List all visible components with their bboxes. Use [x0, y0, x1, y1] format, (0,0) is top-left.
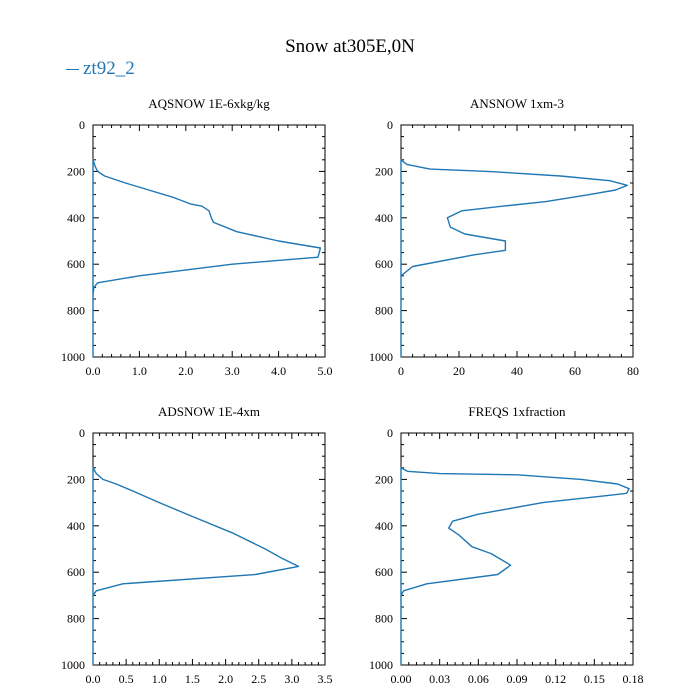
- y-tick-label: 600: [67, 565, 85, 579]
- y-tick-label: 0: [79, 118, 85, 132]
- x-tick-label: 0.00: [391, 672, 412, 686]
- x-tick-label: 40: [511, 364, 523, 378]
- plot-frame: [400, 432, 634, 666]
- chart-title: ADSNOW 1E-4xm: [158, 404, 260, 419]
- y-tick-label: 0: [387, 118, 393, 132]
- plot-frame: [92, 124, 326, 358]
- y-tick-label: 0: [79, 426, 85, 440]
- x-tick-label: 0.06: [468, 672, 489, 686]
- x-tick-label: 0: [398, 364, 404, 378]
- y-tick-label: 200: [67, 472, 85, 486]
- legend-label: zt92_2: [83, 58, 135, 79]
- legend-line-swatch: [66, 69, 79, 71]
- y-tick-label: 1000: [369, 658, 393, 672]
- y-tick-label: 200: [67, 164, 85, 178]
- x-tick-label: 0.15: [584, 672, 605, 686]
- plot-frame: [400, 124, 634, 358]
- plot-frame: [92, 432, 326, 666]
- x-tick-label: 80: [627, 364, 639, 378]
- x-tick-label: 0.18: [623, 672, 644, 686]
- series-line-zt92_2: [400, 467, 630, 665]
- y-tick-label: 800: [375, 304, 393, 318]
- y-tick-label: 1000: [61, 658, 85, 672]
- x-tick-label: 0.12: [545, 672, 566, 686]
- x-tick-label: 3.5: [318, 672, 333, 686]
- chart-panel-2: ANSNOW 1xm-3 0 200 400 600 800 1000 0 20 40 60 80: [369, 96, 639, 378]
- x-tick-label: 2.5: [251, 672, 266, 686]
- x-tick-label: 0.5: [119, 672, 134, 686]
- series-line-zt92_2: [92, 467, 300, 665]
- x-tick-label: 3.0: [284, 672, 299, 686]
- chart-title: AQSNOW 1E-6xkg/kg: [148, 96, 270, 111]
- x-tick-label: 0.09: [507, 672, 528, 686]
- y-tick-label: 0: [387, 426, 393, 440]
- page-title: Snow at305E,0N: [285, 36, 415, 57]
- y-tick-label: 600: [375, 257, 393, 271]
- chart-title: FREQS 1xfraction: [468, 404, 566, 419]
- y-tick-label: 1000: [61, 350, 85, 364]
- y-tick-label: 200: [375, 164, 393, 178]
- y-tick-label: 800: [375, 612, 393, 626]
- series-line-zt92_2: [92, 159, 322, 357]
- chart-title: ANSNOW 1xm-3: [470, 96, 564, 111]
- x-tick-label: 20: [453, 364, 465, 378]
- y-tick-label: 1000: [369, 350, 393, 364]
- y-tick-label: 800: [67, 304, 85, 318]
- x-tick-label: 1.5: [185, 672, 200, 686]
- legend: zt92_2: [66, 58, 135, 80]
- x-tick-label: 1.0: [132, 364, 147, 378]
- x-tick-label: 2.0: [218, 672, 233, 686]
- y-tick-label: 400: [67, 519, 85, 533]
- series-line-zt92_2: [400, 159, 628, 357]
- x-tick-label: 0.03: [429, 672, 450, 686]
- y-tick-label: 400: [67, 211, 85, 225]
- x-tick-label: 60: [569, 364, 581, 378]
- x-tick-label: 1.0: [152, 672, 167, 686]
- x-tick-label: 0.0: [86, 672, 101, 686]
- x-tick-label: 5.0: [318, 364, 333, 378]
- y-tick-label: 400: [375, 519, 393, 533]
- y-tick-label: 600: [375, 565, 393, 579]
- x-tick-label: 4.0: [271, 364, 286, 378]
- y-tick-label: 400: [375, 211, 393, 225]
- y-tick-label: 600: [67, 257, 85, 271]
- y-tick-label: 200: [375, 472, 393, 486]
- x-tick-label: 0.0: [86, 364, 101, 378]
- x-tick-label: 2.0: [178, 364, 193, 378]
- x-tick-label: 3.0: [225, 364, 240, 378]
- y-tick-label: 800: [67, 612, 85, 626]
